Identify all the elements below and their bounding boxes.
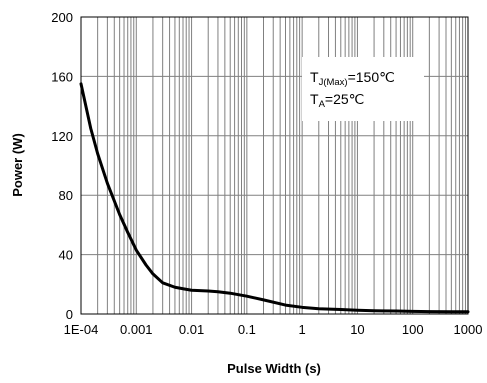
x-tick-label: 1E-04 — [64, 322, 99, 337]
x-tick-label: 10 — [350, 322, 364, 337]
x-tick-labels: 1E-04 0.001 0.01 0.1 1 10 100 1000 — [64, 322, 483, 337]
annotation-tj-sub: J(Max) — [319, 77, 348, 88]
annotation-background — [302, 57, 424, 121]
x-axis-title: Pulse Width (s) — [227, 361, 321, 376]
x-tick-label: 100 — [402, 322, 424, 337]
annotation-tj-rest: =150℃ — [348, 69, 395, 85]
x-tick-label: 1000 — [454, 322, 483, 337]
y-tick-label: 0 — [66, 307, 73, 322]
x-tick-label: 1 — [299, 322, 306, 337]
series-layer — [79, 82, 470, 314]
annotation-ta-rest: =25℃ — [325, 91, 364, 107]
x-tick-label: 0.001 — [120, 322, 153, 337]
plot-frame — [80, 16, 469, 315]
annotation-ta: TA=25℃ — [310, 91, 364, 110]
y-tick-label: 160 — [51, 69, 73, 84]
y-tick-label: 120 — [51, 129, 73, 144]
y-tick-label: 80 — [59, 188, 73, 203]
annotation-ta-base: T — [310, 91, 319, 107]
y-tick-label: 200 — [51, 10, 73, 25]
y-axis-title: Power (W) — [10, 133, 25, 197]
y-tick-label: 40 — [59, 248, 73, 263]
annotation-tj: TJ(Max)=150℃ — [310, 69, 395, 88]
annotation-tj-base: T — [310, 69, 319, 85]
gridlines — [80, 16, 468, 315]
x-tick-label: 0.1 — [238, 322, 256, 337]
power-curve — [79, 82, 470, 314]
annotation-box: TJ(Max)=150℃ TA=25℃ — [302, 57, 424, 121]
y-tick-labels: 0 40 80 120 160 200 — [51, 10, 73, 322]
x-tick-label: 0.01 — [179, 322, 204, 337]
annotation-ta-sub: A — [319, 99, 326, 110]
